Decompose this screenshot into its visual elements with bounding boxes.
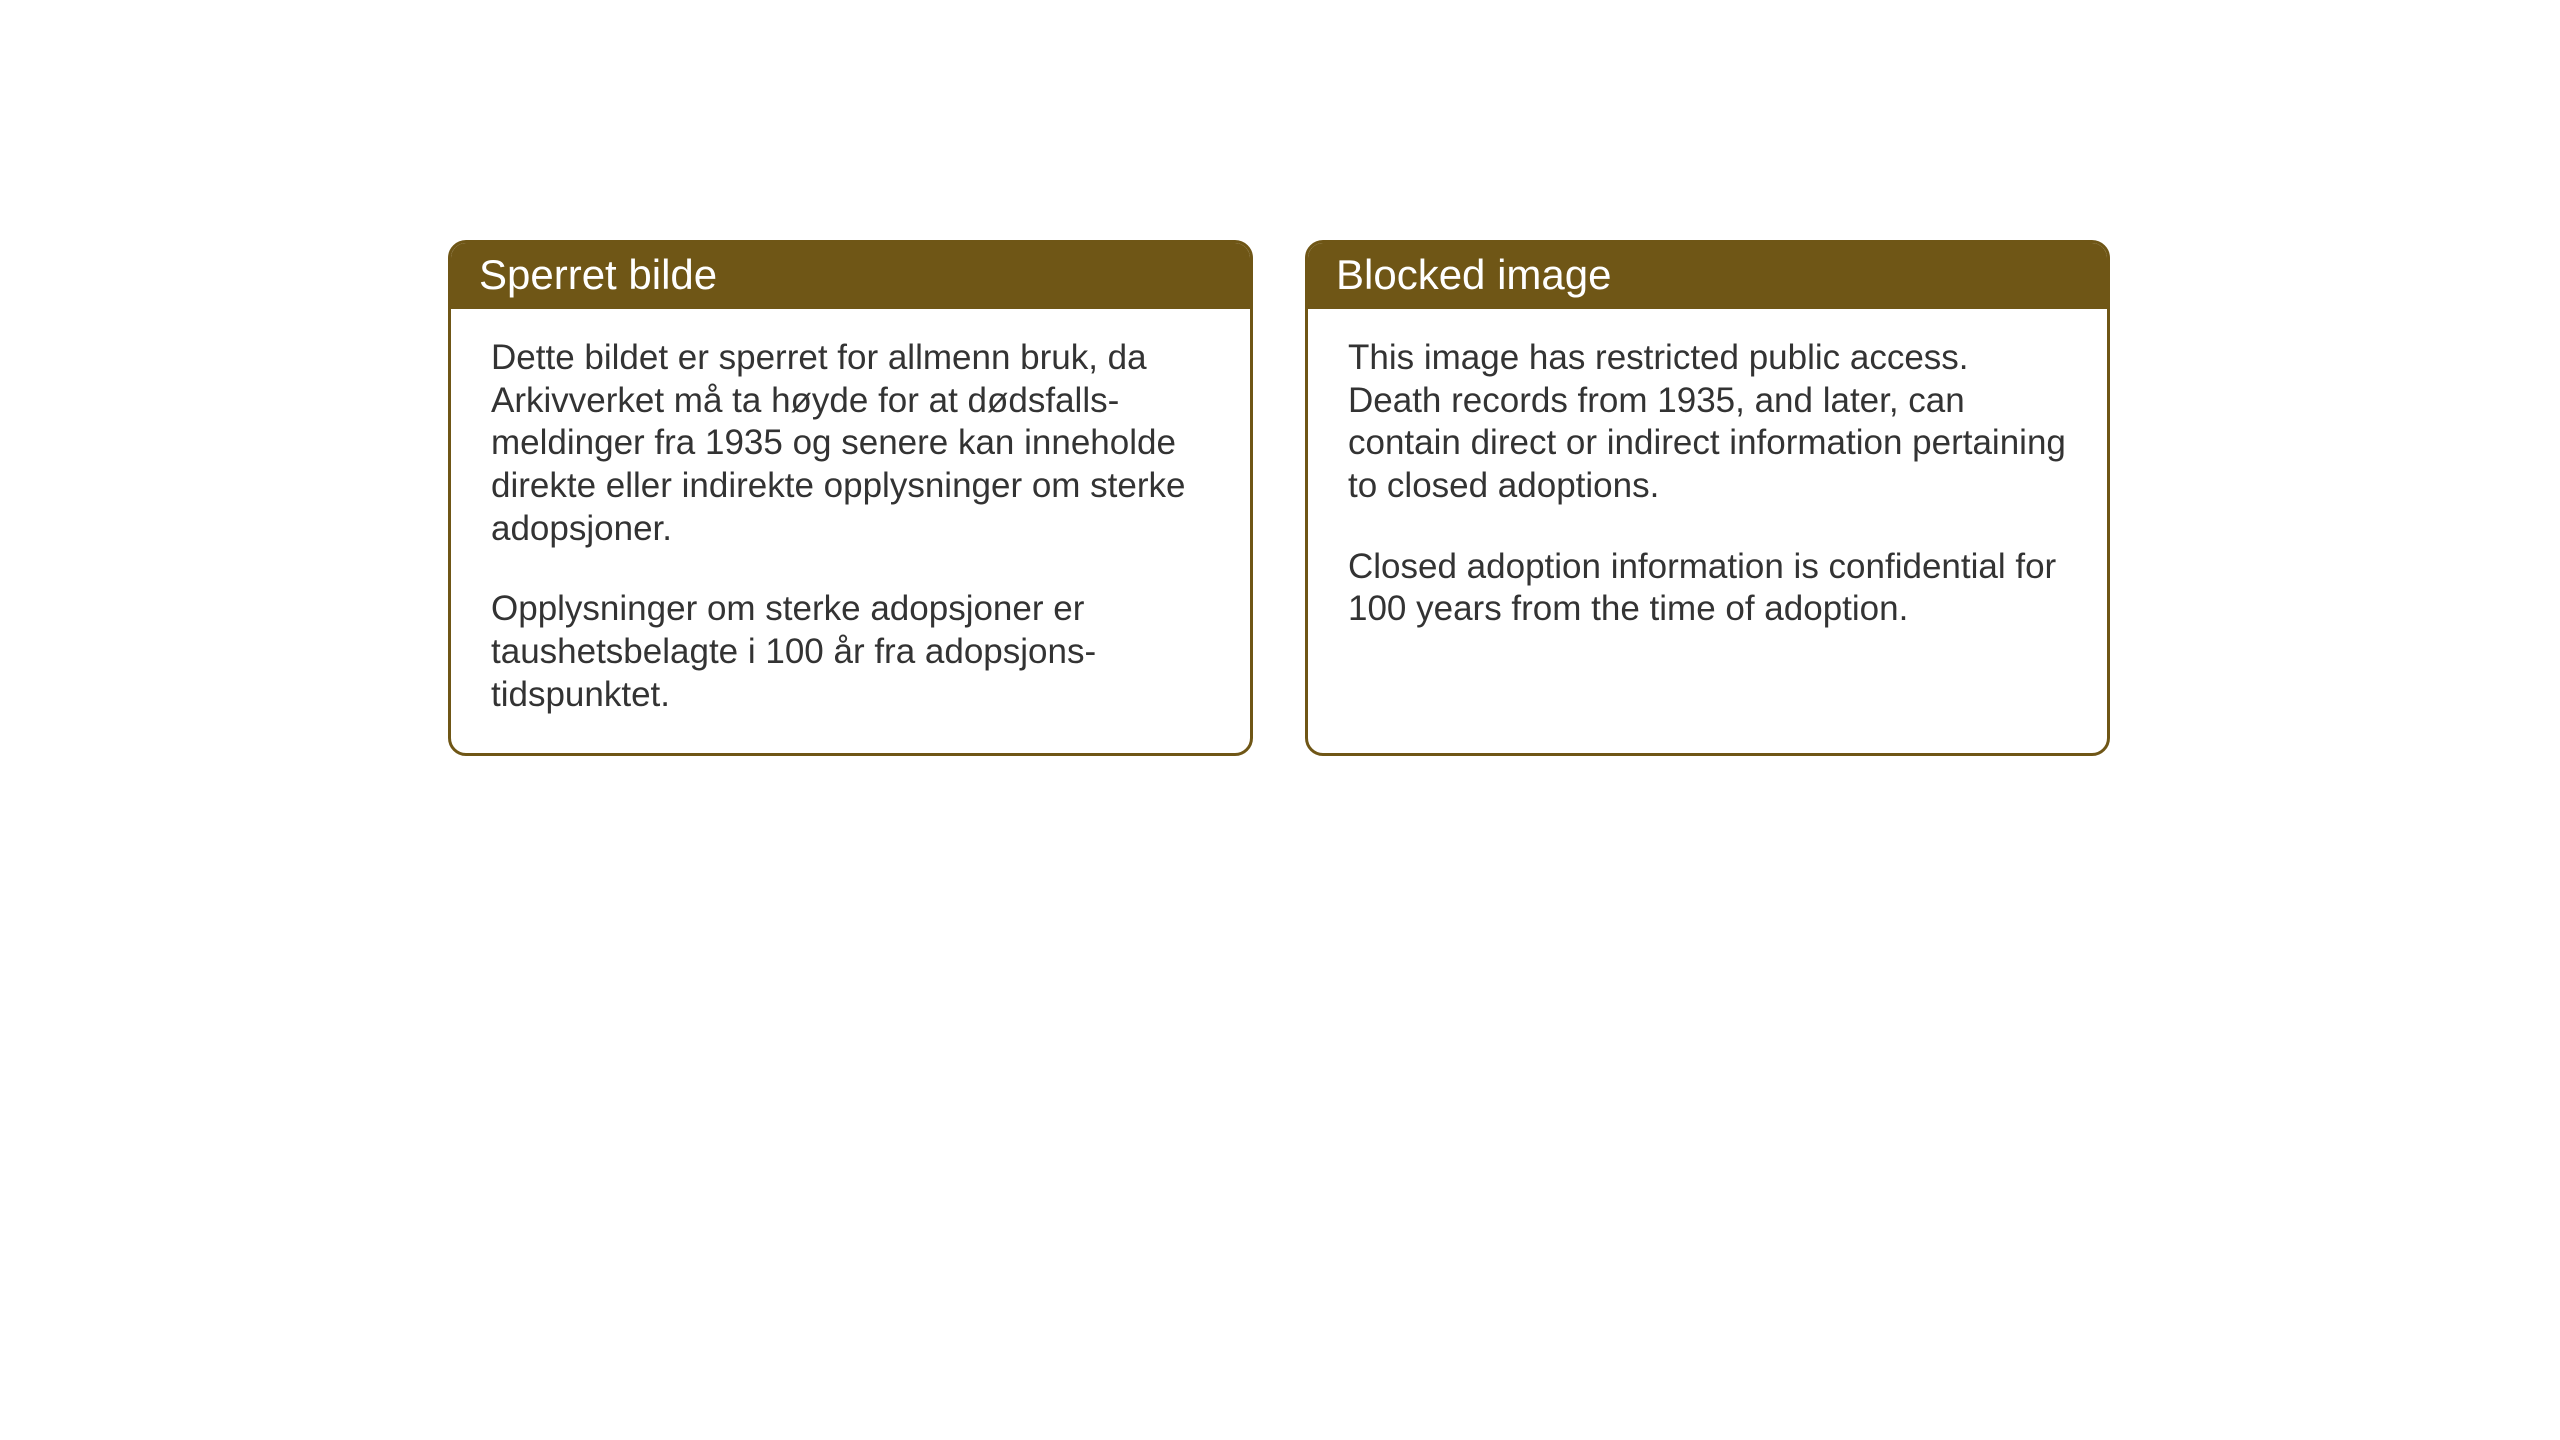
card-header-english: Blocked image [1308,243,2107,309]
card-body-norwegian: Dette bildet er sperret for allmenn bruk… [451,309,1250,753]
card-paragraph2-norwegian: Opplysninger om sterke adopsjoner er tau… [491,588,1210,716]
card-body-english: This image has restricted public access.… [1308,309,2107,667]
notice-card-norwegian: Sperret bilde Dette bildet er sperret fo… [448,240,1253,756]
card-paragraph1-norwegian: Dette bildet er sperret for allmenn bruk… [491,337,1210,550]
notice-container: Sperret bilde Dette bildet er sperret fo… [448,240,2110,756]
card-header-norwegian: Sperret bilde [451,243,1250,309]
card-paragraph1-english: This image has restricted public access.… [1348,337,2067,508]
notice-card-english: Blocked image This image has restricted … [1305,240,2110,756]
card-title-norwegian: Sperret bilde [479,251,717,298]
card-title-english: Blocked image [1336,251,1611,298]
card-paragraph2-english: Closed adoption information is confident… [1348,546,2067,631]
